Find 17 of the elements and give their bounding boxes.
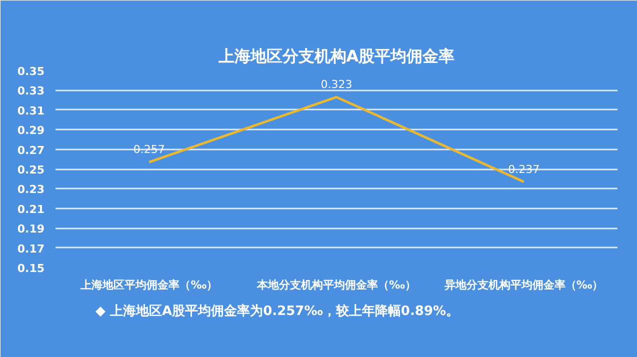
x-tick-label: 上海地区平均佣金率（‰） bbox=[80, 278, 218, 292]
y-tick-label: 0.25 bbox=[17, 164, 44, 176]
y-tick-label: 0.23 bbox=[17, 183, 44, 196]
y-tick-label: 0.35 bbox=[17, 65, 44, 78]
y-tick-label: 0.19 bbox=[17, 222, 44, 236]
y-tick-label: 0.33 bbox=[17, 84, 44, 98]
y-tick-label: 0.27 bbox=[17, 144, 44, 157]
data-label: 0.323 bbox=[320, 78, 352, 92]
y-tick-label: 0.21 bbox=[17, 202, 44, 216]
y-tick-label: 0.31 bbox=[17, 104, 44, 118]
chart-title: 上海地区分支机构A股平均佣金率 bbox=[217, 46, 455, 66]
x-tick-label: 本地分支机构平均佣金率（‰） bbox=[256, 278, 416, 292]
y-tick-label: 0.15 bbox=[17, 262, 44, 275]
y-tick-label: 0.17 bbox=[17, 242, 44, 256]
y-tick-label: 0.29 bbox=[17, 124, 44, 138]
text: ◆ 上海地区A股平均佣金率为0.257‰，较上年降幅0.89%。 bbox=[96, 303, 460, 319]
x-tick-label: 异地分支机构平均佣金率（‰） bbox=[443, 278, 604, 292]
